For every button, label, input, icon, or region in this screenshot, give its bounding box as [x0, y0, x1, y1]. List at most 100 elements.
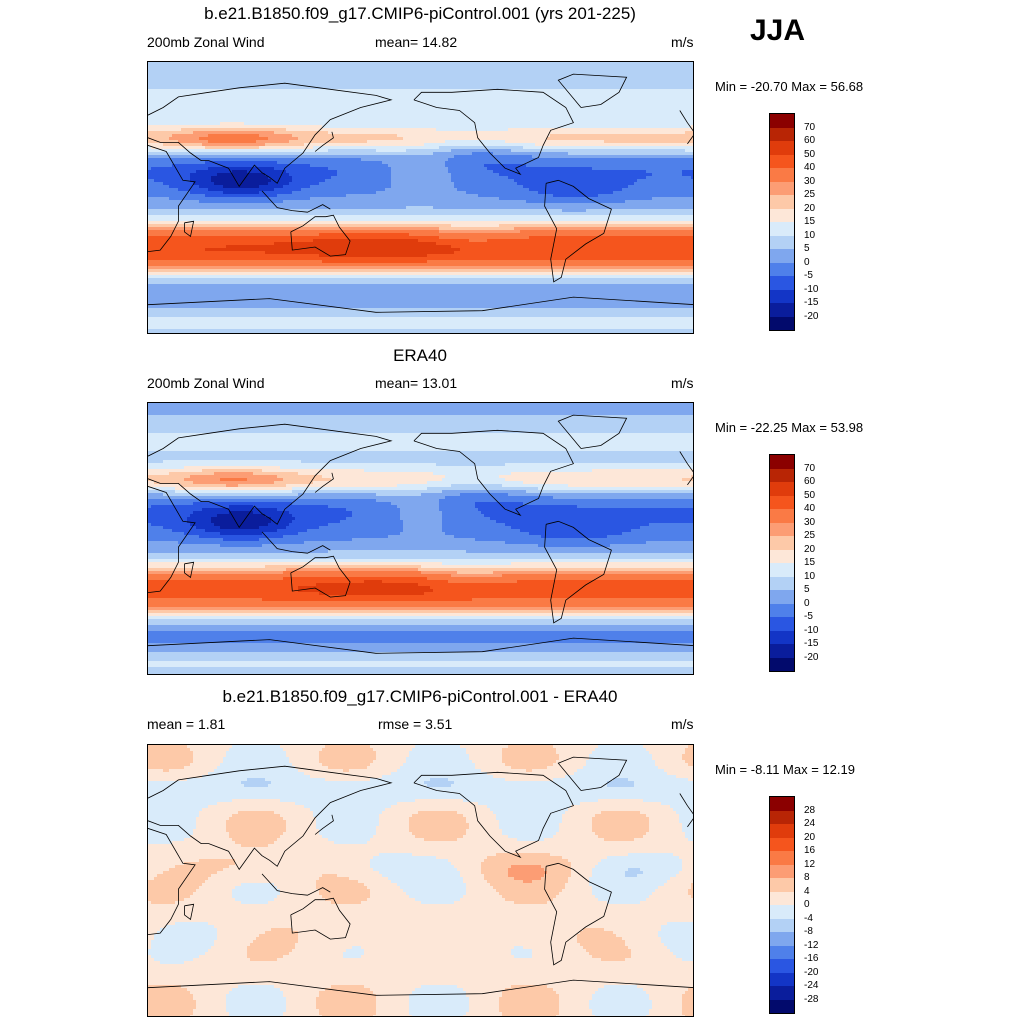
colorbar-swatch	[770, 824, 794, 838]
colorbar-tick-label: -24	[804, 981, 818, 991]
colorbar-tick-label: 4	[804, 886, 810, 897]
colorbar-swatch	[770, 617, 794, 631]
colorbar-tick-label: 0	[804, 900, 810, 910]
colorbar-swatch	[770, 905, 794, 919]
colorbar-swatch	[770, 630, 794, 644]
colorbar-tick-label: 8	[804, 873, 810, 883]
panel-mean-label-model: mean= 14.82	[375, 34, 457, 50]
colorbar-swatch	[770, 972, 794, 986]
colorbar-tick-label: -20	[804, 652, 818, 663]
colorbar-tick-label: 16	[804, 846, 815, 856]
colorbar-swatch	[770, 276, 794, 290]
colorbar-swatch	[770, 455, 794, 469]
colorbar-tick-label: -10	[804, 284, 818, 295]
colorbar-tick-label: 20	[804, 832, 815, 843]
colorbar-tick-label: -5	[804, 271, 813, 281]
colorbar-tick-label: 15	[804, 558, 815, 568]
panel-left-label-obs: 200mb Zonal Wind	[147, 375, 265, 391]
colorbar-swatch	[770, 222, 794, 236]
colorbar-swatch	[770, 154, 794, 168]
colorbar-swatch	[770, 495, 794, 509]
colorbar-swatch	[770, 127, 794, 141]
colorbar-swatch	[770, 168, 794, 182]
colorbar-tick-label: -5	[804, 612, 813, 622]
colorbar-swatch	[770, 114, 794, 128]
colorbar-swatch	[770, 289, 794, 303]
colorbar-swatch	[770, 959, 794, 973]
colorbar-swatch	[770, 810, 794, 824]
panel-title-diff: b.e21.B1850.f09_g17.CMIP6-piControl.001 …	[222, 687, 617, 707]
colorbar-swatch	[770, 797, 794, 811]
colorbar-tick-label: -8	[804, 927, 813, 937]
colorbar-swatch	[770, 891, 794, 905]
colorbar-swatch	[770, 316, 794, 330]
colorbar-tick-label: 50	[804, 149, 815, 160]
colorbar-swatch	[770, 878, 794, 892]
colorbar-swatch	[770, 536, 794, 550]
colorbar-tick-label: 70	[804, 122, 815, 133]
map-svg-model	[148, 62, 693, 333]
colorbar-obs	[769, 454, 795, 672]
minmax-label-model: Min = -20.70 Max = 56.68	[715, 79, 863, 94]
colorbar-swatch	[770, 918, 794, 932]
colorbar-tick-label: -16	[804, 954, 818, 964]
colorbar-tick-label: -4	[804, 913, 813, 924]
colorbar-tick-label: 20	[804, 544, 815, 555]
panel-units-model: m/s	[671, 34, 694, 50]
colorbar-tick-label: -10	[804, 625, 818, 636]
panel-mean-label-diff: mean = 1.81	[147, 716, 225, 732]
colorbar-swatch	[770, 644, 794, 658]
colorbar-tick-label: 5	[804, 585, 810, 595]
colorbar-tick-label: -20	[804, 967, 818, 978]
colorbar-swatch	[770, 864, 794, 878]
colorbar-tick-label: 70	[804, 463, 815, 474]
colorbar-swatch	[770, 509, 794, 523]
colorbar-tick-label: 40	[804, 163, 815, 173]
panel-mean-label-obs: mean= 13.01	[375, 375, 457, 391]
panel-title-obs: ERA40	[393, 346, 447, 366]
colorbar-swatch	[770, 181, 794, 195]
colorbar-tick-label: -15	[804, 639, 818, 649]
colorbar-swatch	[770, 932, 794, 946]
panel-units-obs: m/s	[671, 375, 694, 391]
colorbar-swatch	[770, 468, 794, 482]
colorbar-tick-label: 12	[804, 859, 815, 870]
colorbar-tick-label: 15	[804, 217, 815, 227]
colorbar-tick-label: 40	[804, 504, 815, 514]
colorbar-tick-label: 25	[804, 531, 815, 541]
map-svg-diff	[148, 745, 693, 1016]
colorbar-swatch	[770, 837, 794, 851]
colorbar-tick-label: 28	[804, 805, 815, 816]
colorbar-tick-label: 60	[804, 477, 815, 487]
colorbar-swatch	[770, 563, 794, 577]
panel-rmse-label-diff: rmse = 3.51	[378, 716, 452, 732]
panel-units-diff: m/s	[671, 716, 694, 732]
colorbar-tick-label: -12	[804, 940, 818, 951]
colorbar-swatch	[770, 522, 794, 536]
colorbar-swatch	[770, 945, 794, 959]
colorbar-swatch	[770, 262, 794, 276]
colorbar-swatch	[770, 208, 794, 222]
colorbar-swatch	[770, 235, 794, 249]
colorbar-swatch	[770, 141, 794, 155]
panel-title-model: b.e21.B1850.f09_g17.CMIP6-piControl.001 …	[204, 4, 636, 24]
colorbar-swatch	[770, 195, 794, 209]
colorbar-tick-label: 0	[804, 257, 810, 268]
minmax-label-obs: Min = -22.25 Max = 53.98	[715, 420, 863, 435]
colorbar-swatch	[770, 576, 794, 590]
map-svg-obs	[148, 403, 693, 674]
colorbar-tick-label: 30	[804, 517, 815, 528]
colorbar-swatch	[770, 549, 794, 563]
colorbar-tick-label: -20	[804, 311, 818, 322]
map-panel-model	[147, 61, 694, 334]
panel-left-label-model: 200mb Zonal Wind	[147, 34, 265, 50]
colorbar-tick-label: 24	[804, 819, 815, 829]
map-panel-diff	[147, 744, 694, 1017]
colorbar-tick-label: -28	[804, 994, 818, 1005]
colorbar-tick-label: 10	[804, 571, 815, 582]
colorbar-tick-label: 30	[804, 176, 815, 187]
colorbar-diff	[769, 796, 795, 1014]
colorbar-swatch	[770, 590, 794, 604]
colorbar-swatch	[770, 657, 794, 671]
map-panel-obs	[147, 402, 694, 675]
